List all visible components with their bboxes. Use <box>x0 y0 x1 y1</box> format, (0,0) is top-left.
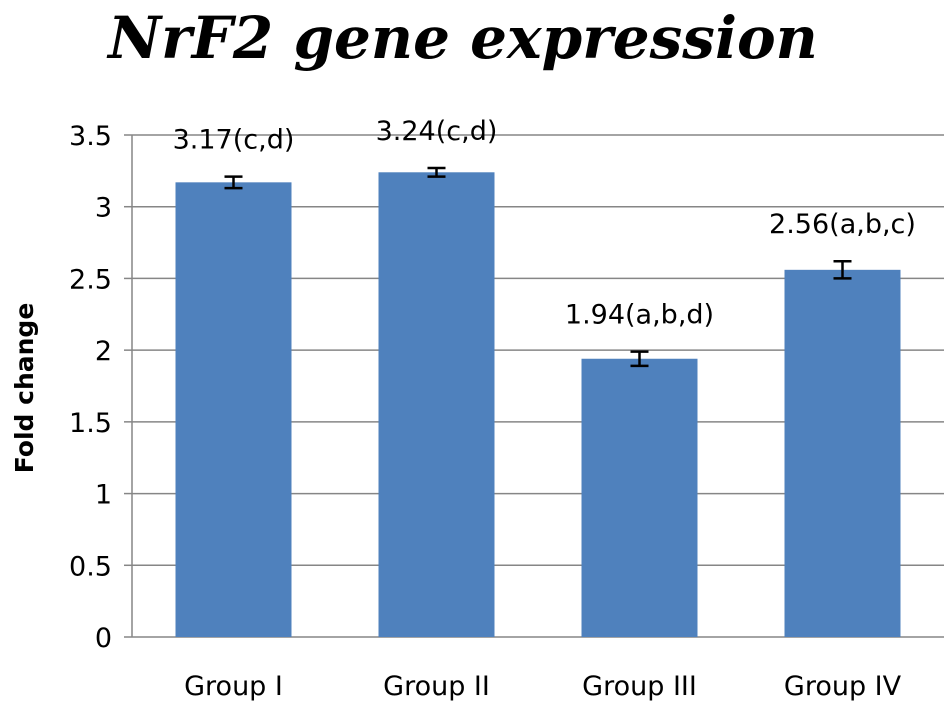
data-label: 1.94(a,b,d) <box>565 300 714 331</box>
data-label: 2.56(a,b,c) <box>769 209 916 240</box>
y-tick-label: 0 <box>95 623 112 654</box>
data-label: 3.24(c,d) <box>376 116 498 147</box>
x-category-label: Group IV <box>784 671 902 702</box>
data-labels: 3.17(c,d) 3.24(c,d) 1.94(a,b,d) 2.56(a,b,c) <box>173 116 916 331</box>
bar <box>175 182 292 637</box>
bars <box>175 172 901 637</box>
error-bars <box>224 166 852 368</box>
x-axis-categories: Group I Group II Group III Group IV <box>184 671 902 702</box>
bar <box>581 358 698 637</box>
x-category-label: Group II <box>383 671 490 702</box>
y-tick-label: 2.5 <box>69 264 112 295</box>
data-label: 3.17(c,d) <box>173 125 295 156</box>
x-category-label: Group I <box>184 671 283 702</box>
y-tick-label: 0.5 <box>69 551 112 582</box>
bar <box>378 172 495 637</box>
y-tick-label: 3 <box>95 193 112 224</box>
y-tick-label: 1 <box>95 480 112 511</box>
y-tick-label: 2 <box>95 336 112 367</box>
y-tick-label: 3.5 <box>69 121 112 152</box>
bar <box>784 269 901 637</box>
x-category-label: Group III <box>582 671 697 702</box>
y-axis-ticks: 0 0.5 1 1.5 2 2.5 3 3.5 <box>69 121 132 654</box>
y-axis-label: Fold change <box>10 303 39 474</box>
y-tick-label: 1.5 <box>69 408 112 439</box>
chart-title: NrF2 gene expression <box>106 4 818 72</box>
